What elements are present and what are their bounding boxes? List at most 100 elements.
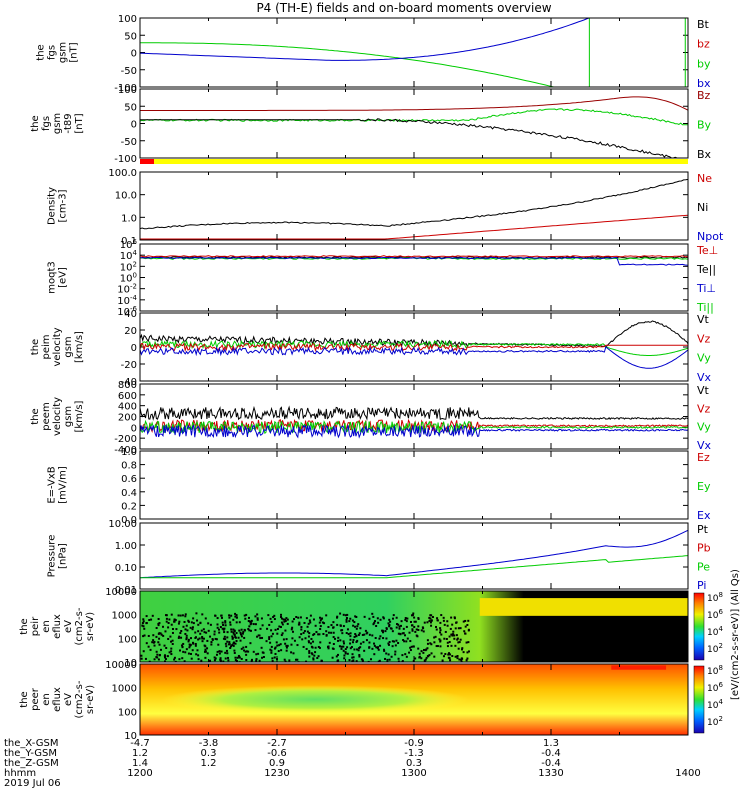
spectrogram-gap: [430, 619, 433, 622]
spectrogram-gap: [331, 647, 334, 650]
spectrogram-gap: [197, 630, 200, 633]
panel-content: [140, 320, 688, 369]
spectrogram-gap: [280, 649, 283, 652]
spectrogram-gap: [290, 628, 293, 631]
spectrogram-gap: [239, 639, 242, 642]
spectrogram-gap: [182, 625, 185, 628]
spectrogram-gap: [332, 626, 335, 629]
spectrogram-gap: [153, 644, 156, 647]
spectrogram-gap: [249, 629, 252, 632]
spectrogram-gap: [362, 641, 365, 644]
spectrogram-gap: [152, 634, 155, 637]
spectrogram-gap: [425, 656, 428, 659]
y-tick-label: -200: [114, 434, 137, 445]
spectrogram-gap: [323, 622, 326, 625]
spectrogram-gap: [466, 651, 469, 654]
spectrogram-gap: [397, 623, 400, 626]
spectrogram-gap: [179, 614, 182, 617]
spectrogram-gap: [276, 644, 279, 647]
y-axis-label: the: [30, 408, 41, 424]
spectrogram-gap: [141, 624, 144, 627]
spectrogram-gap: [313, 633, 316, 636]
spectrogram-gap: [184, 615, 187, 618]
spectrogram-gap: [365, 639, 368, 642]
spectrogram-gap: [449, 653, 452, 656]
spectrogram-gap: [169, 635, 172, 638]
spectrogram-gap: [442, 655, 445, 658]
spectrogram-gap: [403, 640, 406, 643]
spectrogram-gap: [359, 646, 362, 649]
spectrogram-gap: [194, 644, 197, 647]
spectrogram-gap: [358, 632, 361, 635]
spectrogram-gap: [456, 638, 459, 641]
spectrogram-gap: [430, 643, 433, 646]
axis-row-value: 1300: [401, 768, 426, 779]
spectrogram-gap: [216, 623, 219, 626]
spectrogram-gap: [234, 642, 237, 645]
axis-row-value: -0.4: [541, 758, 561, 769]
spectrogram-gap: [223, 627, 226, 630]
spectrogram-gap: [450, 633, 453, 636]
spectrogram-gap: [337, 639, 340, 642]
spectrogram-gap: [187, 640, 190, 643]
spectrogram-gap: [300, 633, 303, 636]
y-axis-label: -t89: [63, 113, 74, 133]
spectrogram-gap: [377, 660, 380, 662]
spectrogram-gap: [179, 632, 182, 635]
spectrogram-gap: [364, 629, 367, 632]
spectrogram-gap: [206, 652, 209, 655]
spectrogram-gap: [269, 648, 272, 651]
spectrogram-gap: [453, 634, 456, 637]
spectrogram-gap: [309, 642, 312, 645]
axis-row-value: 1.2: [132, 748, 148, 759]
spectrogram-gap: [430, 624, 433, 627]
spectrogram-gap: [309, 614, 312, 617]
spectrogram-gap: [232, 644, 235, 647]
spectrogram-gap: [352, 656, 355, 659]
legend-entry: Ti⊥: [696, 282, 716, 295]
spectrogram-gap: [426, 647, 429, 650]
spectrogram-gap: [346, 628, 349, 631]
spectrogram-gap: [201, 635, 204, 638]
spectrogram-gap: [356, 625, 359, 628]
spectrogram-gap: [279, 643, 282, 646]
spectrogram-gap: [361, 658, 364, 661]
legend-entry: Vx: [697, 371, 712, 384]
spectrogram-gap: [439, 629, 442, 632]
panel-efield: 1.0 0.8 0.6 0.4 0.2 0.0 E=-VxB [mV/m] Ez Ey Ex: [47, 447, 711, 526]
series-Vt: [140, 320, 688, 348]
axis-row-value: -0.6: [267, 748, 287, 759]
panel-frame: [139, 522, 689, 590]
spectrogram-gap: [229, 646, 232, 649]
axis-row-value: -4.7: [130, 738, 150, 749]
spectrogram-gap: [363, 633, 366, 636]
spectrogram-gap: [213, 659, 216, 662]
spectrogram-gap: [224, 638, 227, 641]
spectrogram-gap: [250, 658, 253, 661]
spectrogram-gap: [283, 620, 286, 623]
spectrogram-gap: [152, 639, 155, 642]
y-tick-label: -40: [121, 377, 137, 388]
y-tick-label: 10-2: [117, 283, 137, 296]
spectrogram-gap: [379, 618, 382, 621]
legend-entry: Ti||: [696, 301, 714, 314]
spectrogram-gap: [371, 647, 374, 650]
y-axis-label: peir: [30, 616, 41, 636]
spectrogram-gap: [232, 628, 235, 631]
spectrogram-gap: [456, 657, 459, 660]
spectrogram-gap: [363, 615, 366, 618]
spectrogram-gap: [444, 653, 447, 656]
y-tick-label: -400: [114, 445, 137, 456]
spectrogram-gap: [321, 617, 324, 620]
spectrogram-gap: [167, 622, 170, 625]
spectrogram-gap: [234, 656, 237, 659]
spectrogram-gap: [247, 619, 250, 622]
spectrogram-gap: [430, 652, 433, 655]
spectrogram-gap: [256, 635, 259, 638]
spectrogram-gap: [453, 617, 456, 620]
spectrogram-gap: [418, 652, 421, 655]
spectrogram-gap: [418, 656, 421, 659]
axis-row-label: the_Z-GSM: [4, 758, 59, 769]
spectrogram-gap: [404, 653, 407, 656]
spectrogram-gap: [185, 648, 188, 651]
